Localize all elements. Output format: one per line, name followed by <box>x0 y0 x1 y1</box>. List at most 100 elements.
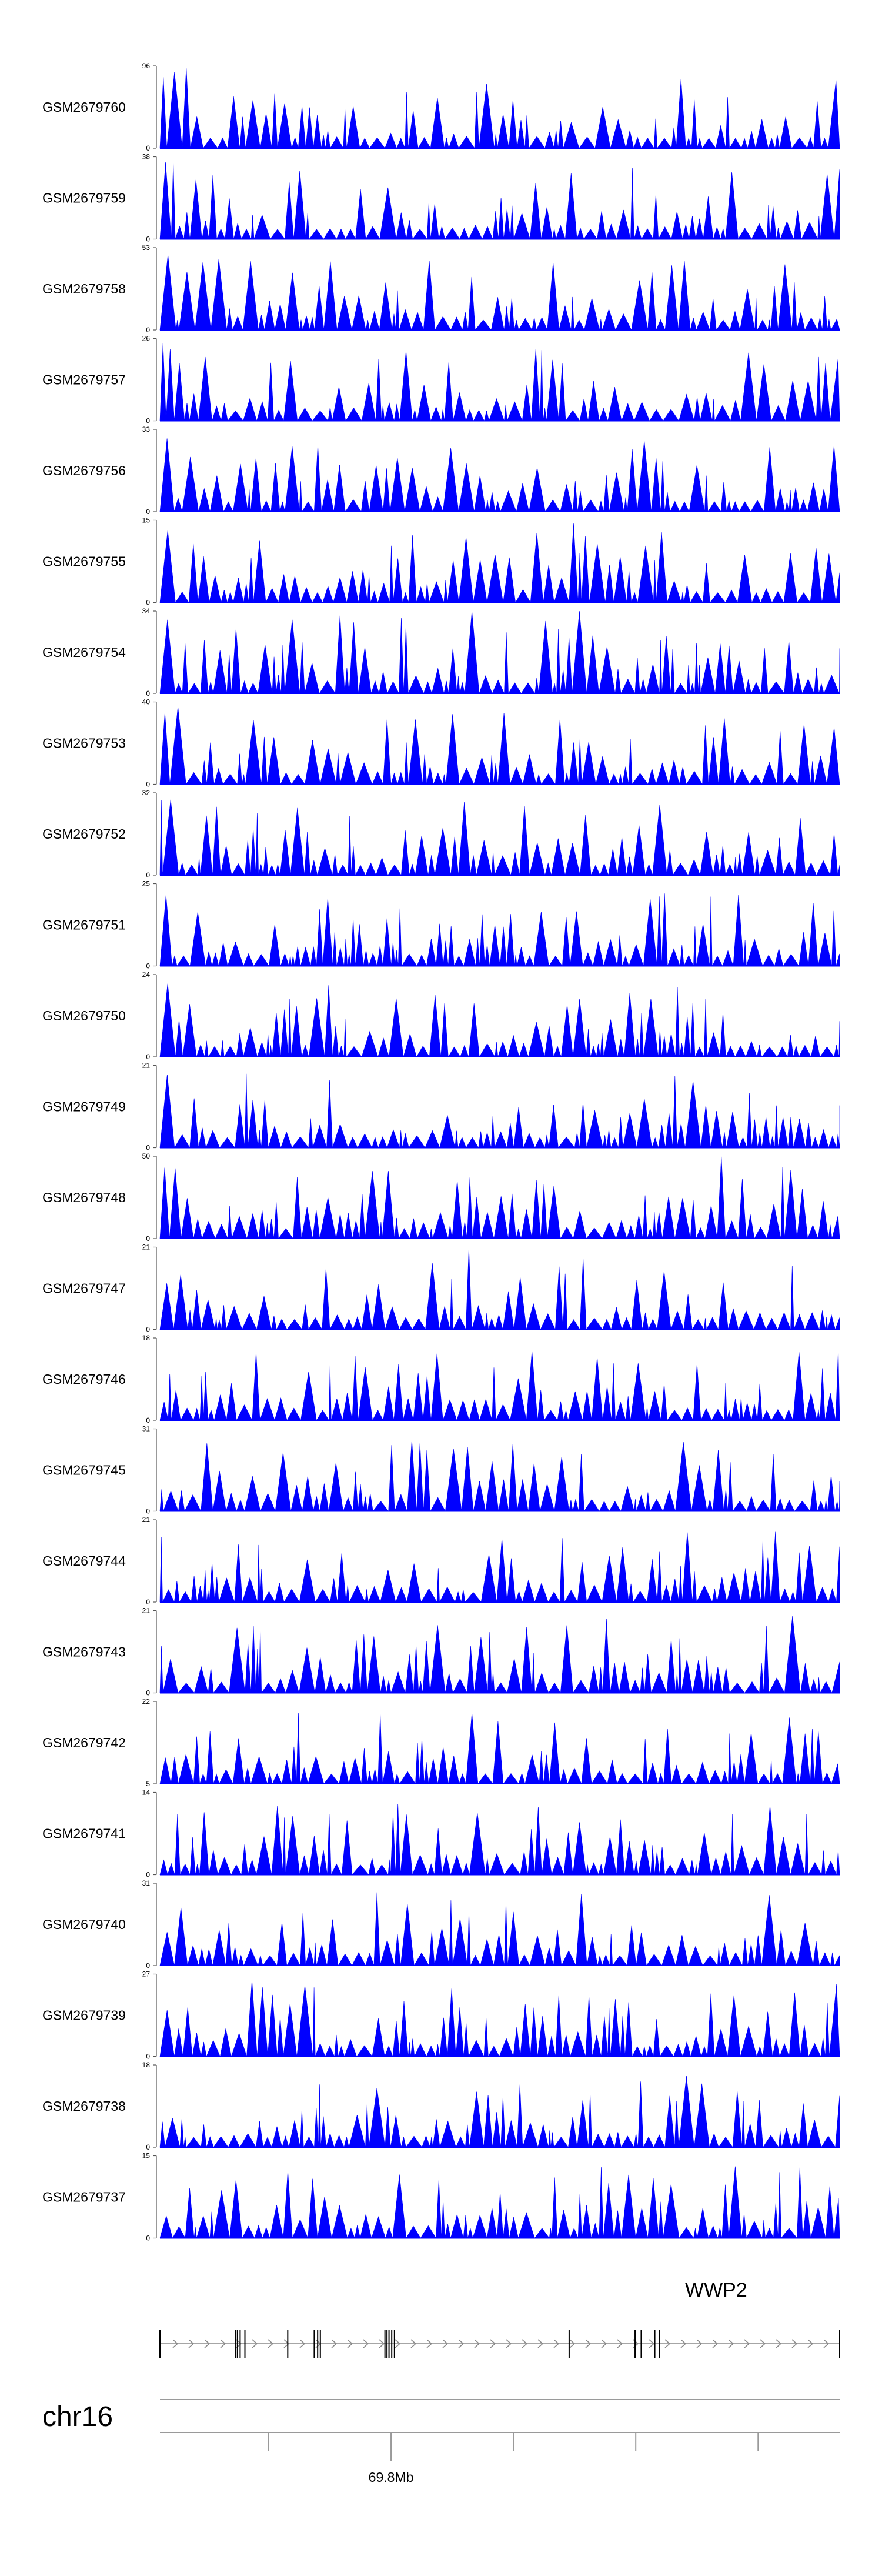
track-label: GSM2679755 <box>42 554 126 569</box>
strand-arrow <box>760 2339 766 2348</box>
strand-arrow <box>728 2339 734 2348</box>
strand-arrow <box>442 2339 449 2348</box>
strand-arrow <box>696 2339 703 2348</box>
track-GSM2679743: GSM2679743 21 0 <box>42 1607 840 1697</box>
chromosome-label: chr16 <box>42 2401 113 2432</box>
y-min-label: 0 <box>146 1326 150 1334</box>
y-min-label: 0 <box>146 962 150 970</box>
y-min-label: 0 <box>146 326 150 334</box>
strand-arrow <box>569 2339 576 2348</box>
strand-arrow <box>283 2339 290 2348</box>
y-min-label: 0 <box>146 417 150 425</box>
strand-arrow <box>363 2339 369 2348</box>
coverage-area <box>159 1156 840 1240</box>
y-max-label: 33 <box>142 425 151 433</box>
strand-arrow <box>601 2339 607 2348</box>
strand-arrow <box>712 2339 719 2348</box>
track-label: GSM2679737 <box>42 2190 126 2205</box>
strand-arrow <box>252 2339 258 2348</box>
strand-arrow <box>617 2339 623 2348</box>
y-max-label: 21 <box>142 1062 151 1070</box>
track-GSM2679746: GSM2679746 18 0 <box>42 1334 840 1424</box>
coverage-area <box>159 1531 840 1603</box>
track-GSM2679741: GSM2679741 14 0 <box>42 1788 840 1879</box>
track-GSM2679745: GSM2679745 31 0 <box>42 1425 840 1516</box>
track-GSM2679759: GSM2679759 38 0 <box>42 153 840 243</box>
track-label: GSM2679740 <box>42 1917 126 1932</box>
track-GSM2679758: GSM2679758 53 0 <box>42 243 840 334</box>
strand-arrow <box>172 2339 179 2348</box>
y-min-label: 0 <box>146 1144 150 1152</box>
gene-model <box>159 2330 840 2358</box>
coverage-area <box>159 1804 840 1876</box>
y-max-label: 25 <box>142 880 151 888</box>
strand-arrow <box>458 2339 465 2348</box>
track-label: GSM2679752 <box>42 826 126 842</box>
track-label: GSM2679747 <box>42 1281 126 1296</box>
y-max-label: 27 <box>142 1970 151 1978</box>
track-GSM2679753: GSM2679753 40 0 <box>42 698 840 789</box>
coverage-area <box>159 68 840 149</box>
track-label: GSM2679759 <box>42 191 126 206</box>
axis-tick-label: 69.8Mb <box>369 2470 414 2485</box>
y-min-label: 0 <box>146 1689 150 1697</box>
strand-arrow <box>395 2339 401 2348</box>
axis-ticks <box>268 2432 759 2461</box>
strand-arrow <box>823 2339 830 2348</box>
coverage-area <box>159 1713 840 1785</box>
y-max-label: 26 <box>142 335 151 343</box>
y-max-label: 38 <box>142 153 151 161</box>
y-min-label: 0 <box>146 144 150 152</box>
track-label: GSM2679758 <box>42 281 126 296</box>
track-label: GSM2679741 <box>42 1826 126 1841</box>
y-max-label: 31 <box>142 1425 151 1433</box>
strand-arrow <box>410 2339 417 2348</box>
strand-arrow <box>379 2339 385 2348</box>
track-GSM2679756: GSM2679756 33 0 <box>42 425 840 516</box>
track-GSM2679739: GSM2679739 27 0 <box>42 1970 840 2061</box>
gene-label: WWP2 <box>685 2279 747 2301</box>
y-max-label: 15 <box>142 516 151 525</box>
track-GSM2679754: GSM2679754 34 0 <box>42 607 840 698</box>
y-min-label: 0 <box>146 508 150 516</box>
strand-arrow <box>553 2339 560 2348</box>
y-min-label: 0 <box>146 689 150 698</box>
y-max-label: 53 <box>142 243 151 252</box>
track-GSM2679760: GSM2679760 96 0 <box>42 62 840 152</box>
y-max-label: 50 <box>142 1152 151 1160</box>
genome-axis: chr16 69.8Mb <box>42 2399 840 2485</box>
track-GSM2679757: GSM2679757 26 0 <box>42 335 840 425</box>
coverage-area <box>159 893 840 967</box>
y-max-label: 21 <box>142 1516 151 1524</box>
y-min-label: 0 <box>146 1507 150 1516</box>
coverage-area <box>159 2166 840 2239</box>
track-label: GSM2679742 <box>42 1735 126 1750</box>
y-max-label: 40 <box>142 698 151 706</box>
strand-arrow <box>680 2339 687 2348</box>
track-GSM2679738: GSM2679738 18 0 <box>42 2061 840 2151</box>
y-max-label: 31 <box>142 1879 151 1887</box>
y-min-label: 0 <box>146 2053 150 2061</box>
track-label: GSM2679760 <box>42 99 126 115</box>
strand-arrow <box>188 2339 195 2348</box>
coverage-area <box>159 1350 840 1422</box>
gene-track: WWP2 <box>159 2279 840 2358</box>
coverage-area <box>159 1073 840 1149</box>
y-min-label: 5 <box>146 1780 150 1788</box>
strand-arrow <box>474 2339 480 2348</box>
coverage-area <box>159 706 840 785</box>
track-GSM2679737: GSM2679737 15 0 <box>42 2152 840 2243</box>
track-GSM2679750: GSM2679750 24 0 <box>42 970 840 1061</box>
coverage-area <box>159 255 840 331</box>
y-min-label: 0 <box>146 780 150 789</box>
strand-arrow <box>537 2339 544 2348</box>
coverage-area <box>159 162 840 240</box>
y-min-label: 0 <box>146 1598 150 1606</box>
strand-arrow <box>331 2339 338 2348</box>
y-min-label: 0 <box>146 1416 150 1424</box>
strand-arrow <box>220 2339 226 2348</box>
track-label: GSM2679751 <box>42 917 126 933</box>
track-GSM2679747: GSM2679747 21 0 <box>42 1243 840 1334</box>
coverage-area <box>159 2076 840 2148</box>
strand-arrow <box>664 2339 671 2348</box>
